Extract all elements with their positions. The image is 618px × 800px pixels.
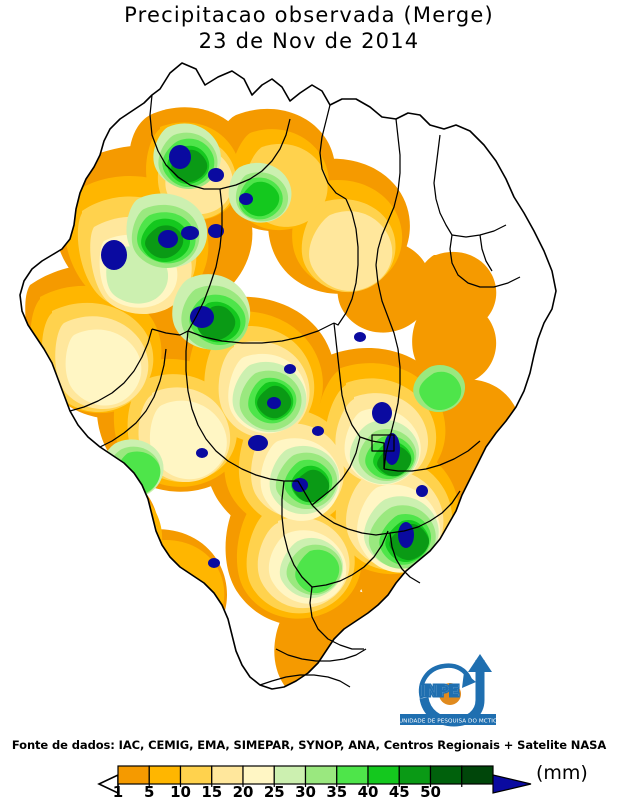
map-svg bbox=[19, 62, 557, 690]
colorbar-tick-label: 10 bbox=[170, 783, 191, 798]
colorbar: 1 5 10 15 20 25 30 35 40 45 50 bbox=[0, 760, 618, 798]
logo-wordmark: INPE bbox=[420, 682, 459, 700]
logo-tagline: UNIDADE DE PESQUISA DO MCTIC bbox=[399, 719, 497, 725]
colorbar-tick-label: 35 bbox=[326, 783, 347, 798]
data-source-text: Fonte de dados: IAC, CEMIG, EMA, SIMEPAR… bbox=[11, 738, 607, 752]
title-line-2: 23 de Nov de 2014 bbox=[198, 29, 420, 53]
colorbar-band bbox=[461, 765, 494, 785]
precipitation-map bbox=[0, 55, 618, 735]
colorbar-tick-label: 5 bbox=[144, 783, 154, 798]
colorbar-tick-label: 20 bbox=[233, 783, 254, 798]
colorbar-band bbox=[398, 765, 432, 785]
colorbar-tick-label: 25 bbox=[264, 783, 285, 798]
colorbar-tick-label: 50 bbox=[420, 783, 441, 798]
colorbar-bands bbox=[117, 765, 494, 785]
colorbar-band bbox=[211, 765, 244, 785]
logo-tagline-bar bbox=[400, 714, 496, 725]
unit-label: (mm) bbox=[536, 762, 588, 784]
colorbar-tick-labels: 1 5 10 15 20 25 30 35 40 45 50 bbox=[113, 783, 463, 798]
colorbar-over-arrow bbox=[492, 774, 532, 794]
colorbar-tick-label: 1 bbox=[113, 783, 123, 798]
colorbar-band bbox=[242, 765, 275, 785]
colorbar-band bbox=[117, 765, 150, 785]
colorbar-band bbox=[273, 765, 307, 785]
colorbar-band bbox=[336, 765, 369, 785]
title-line-1: Precipitacao observada (Merge) bbox=[124, 3, 494, 27]
colorbar-band bbox=[304, 765, 338, 785]
state-borders bbox=[69, 94, 521, 688]
colorbar-band bbox=[367, 765, 400, 785]
colorbar-tick-label: 30 bbox=[295, 783, 316, 798]
colorbar-band bbox=[148, 765, 182, 785]
colorbar-svg: 1 5 10 15 20 25 30 35 40 45 50 bbox=[97, 765, 532, 798]
logo-wordmark-fill: INPE bbox=[420, 682, 459, 700]
precip-band-over-50 bbox=[101, 145, 428, 568]
colorbar-tick-label: 40 bbox=[358, 783, 379, 798]
page-title: Precipitacao observada (Merge) 23 de Nov… bbox=[0, 2, 618, 54]
colorbar-band bbox=[179, 765, 213, 785]
legend: Fonte de dados: IAC, CEMIG, EMA, SIMEPAR… bbox=[0, 738, 618, 798]
colorbar-tick-label: 45 bbox=[389, 783, 410, 798]
inpe-logo-svg: INPE INPE UNIDADE DE PESQUISA DO MCTIC bbox=[399, 654, 497, 727]
colorbar-band bbox=[429, 765, 463, 785]
precipitation-field bbox=[25, 107, 548, 689]
inpe-logo: INPE INPE UNIDADE DE PESQUISA DO MCTIC bbox=[392, 652, 512, 728]
country-outline bbox=[19, 62, 557, 690]
colorbar-tick-label: 15 bbox=[201, 783, 222, 798]
